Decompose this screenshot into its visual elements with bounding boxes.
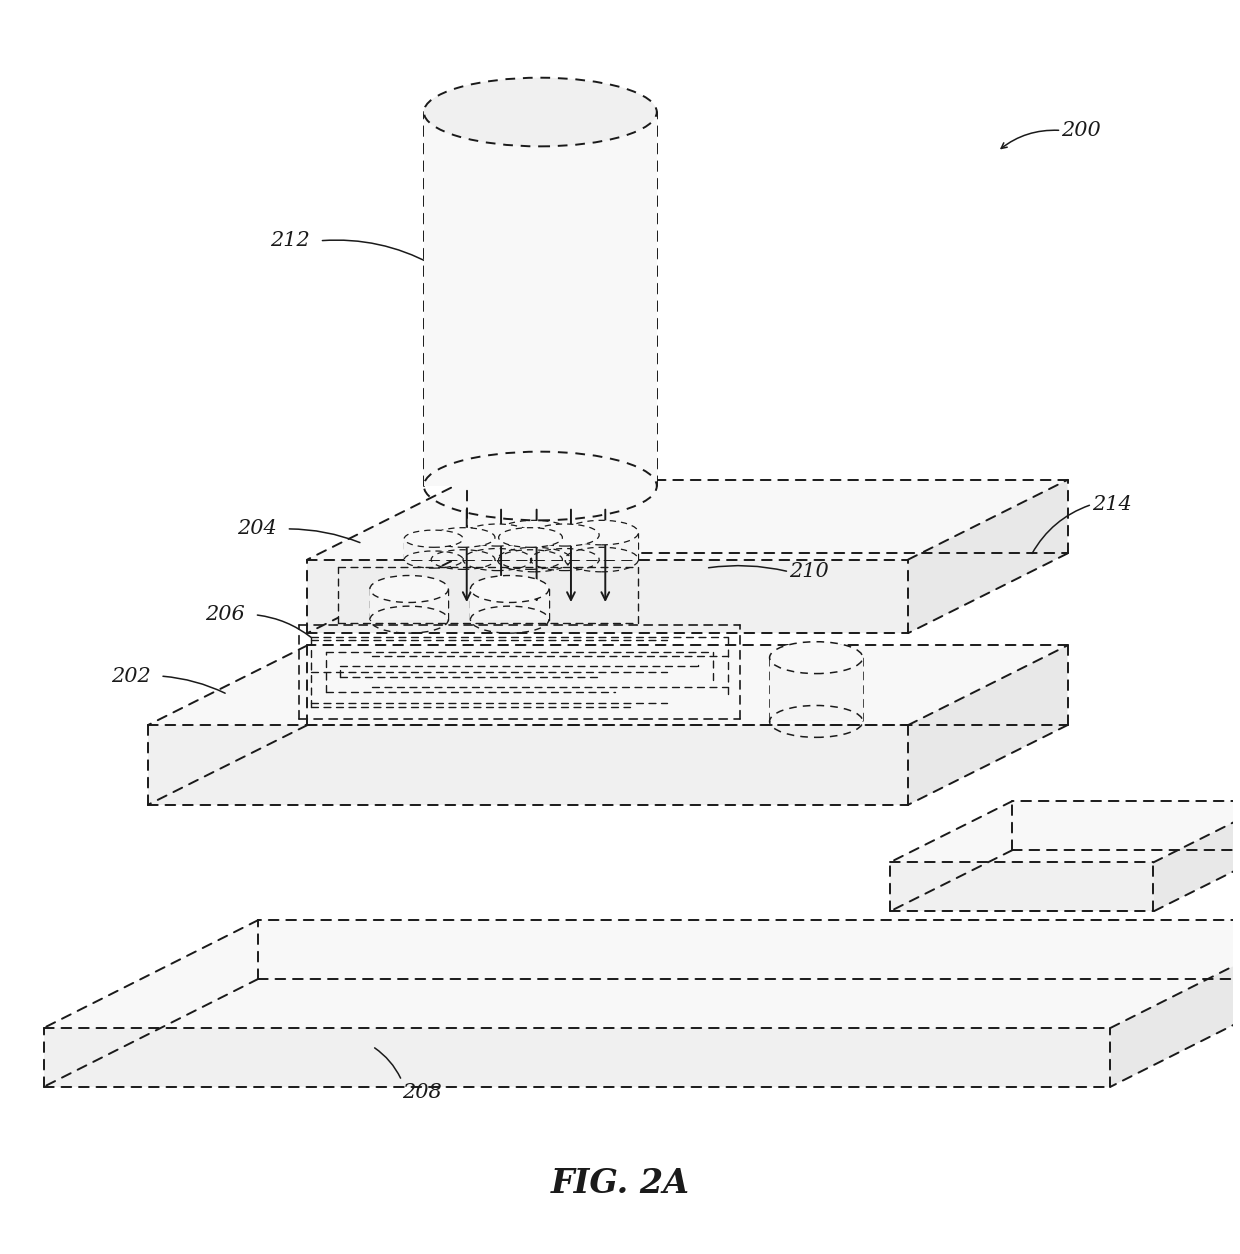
Text: 206: 206 (206, 606, 246, 624)
Polygon shape (1153, 801, 1240, 912)
Text: 214: 214 (1092, 495, 1132, 514)
Polygon shape (890, 801, 1240, 863)
Polygon shape (463, 535, 532, 559)
Polygon shape (565, 533, 639, 559)
Text: 200: 200 (1061, 120, 1101, 140)
Polygon shape (497, 533, 570, 559)
Polygon shape (370, 589, 449, 619)
Polygon shape (470, 589, 549, 619)
Ellipse shape (770, 642, 863, 673)
Polygon shape (890, 863, 1153, 912)
Ellipse shape (497, 520, 570, 544)
Polygon shape (148, 646, 1068, 725)
Polygon shape (770, 657, 863, 721)
Ellipse shape (531, 524, 599, 545)
Ellipse shape (432, 528, 495, 547)
Ellipse shape (404, 530, 463, 547)
Ellipse shape (370, 576, 449, 602)
Text: 210: 210 (789, 562, 830, 582)
Text: 212: 212 (270, 231, 310, 251)
Polygon shape (424, 112, 657, 487)
Polygon shape (908, 646, 1068, 805)
Polygon shape (498, 538, 563, 559)
Text: 204: 204 (237, 519, 278, 538)
Ellipse shape (463, 524, 532, 545)
Polygon shape (43, 920, 1240, 1028)
Ellipse shape (565, 520, 639, 544)
Polygon shape (1111, 920, 1240, 1087)
Ellipse shape (424, 78, 657, 147)
Ellipse shape (498, 528, 563, 547)
Polygon shape (148, 725, 908, 805)
Polygon shape (404, 539, 463, 559)
Text: 202: 202 (112, 667, 151, 686)
Polygon shape (43, 1028, 1111, 1087)
Polygon shape (908, 480, 1068, 633)
Text: FIG. 2A: FIG. 2A (551, 1167, 689, 1200)
Polygon shape (339, 567, 639, 623)
Polygon shape (531, 535, 599, 559)
Polygon shape (432, 538, 495, 559)
Polygon shape (308, 559, 908, 633)
Polygon shape (308, 480, 1068, 559)
Text: 208: 208 (402, 1083, 441, 1102)
Ellipse shape (470, 576, 549, 602)
